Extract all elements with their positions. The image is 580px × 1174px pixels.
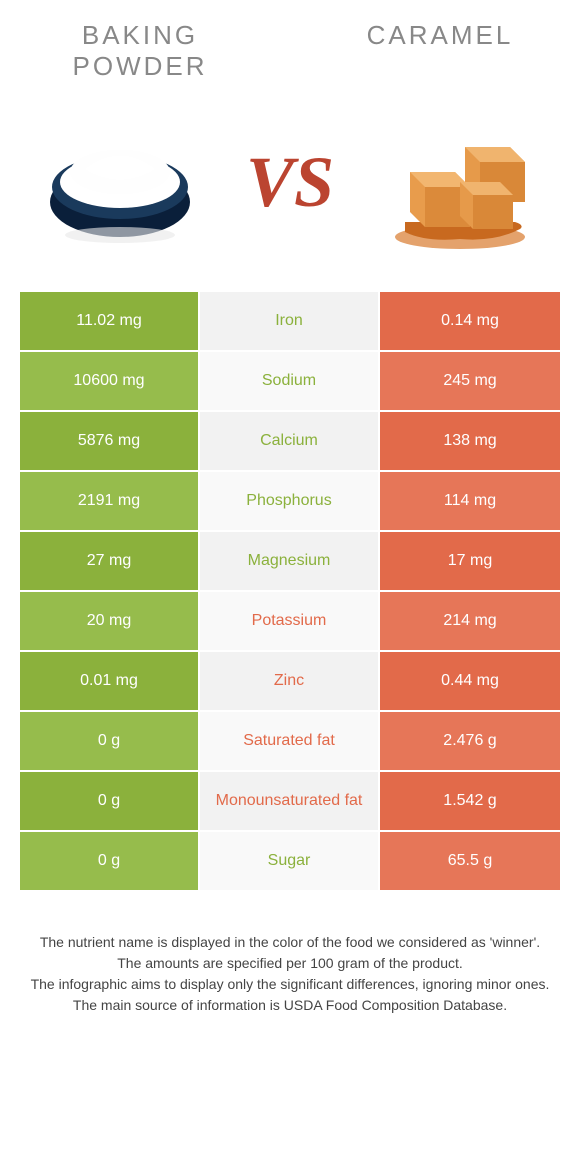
- vs-label: VS: [246, 141, 334, 224]
- footnote-line: The amounts are specified per 100 gram o…: [30, 953, 550, 974]
- right-value: 17 mg: [380, 532, 560, 592]
- caramel-icon: [370, 102, 550, 262]
- table-row: 0 gMonounsaturated fat1.542 g: [20, 772, 560, 832]
- left-value: 2191 mg: [20, 472, 200, 532]
- table-row: 11.02 mgIron0.14 mg: [20, 292, 560, 352]
- table-row: 0 gSugar65.5 g: [20, 832, 560, 892]
- left-value: 0 g: [20, 832, 200, 892]
- table-row: 0.01 mgZinc0.44 mg: [20, 652, 560, 712]
- food-left-title: BAKING POWDER: [40, 20, 240, 82]
- nutrient-name: Calcium: [200, 412, 380, 472]
- footnote-line: The nutrient name is displayed in the co…: [30, 932, 550, 953]
- nutrient-name: Zinc: [200, 652, 380, 712]
- nutrient-name: Magnesium: [200, 532, 380, 592]
- header: BAKING POWDER CARAMEL: [0, 0, 580, 92]
- right-value: 1.542 g: [380, 772, 560, 832]
- right-value: 0.44 mg: [380, 652, 560, 712]
- nutrient-name: Saturated fat: [200, 712, 380, 772]
- left-value: 0 g: [20, 712, 200, 772]
- nutrient-table: 11.02 mgIron0.14 mg10600 mgSodium245 mg5…: [20, 292, 560, 892]
- nutrient-name: Sodium: [200, 352, 380, 412]
- left-value: 0.01 mg: [20, 652, 200, 712]
- nutrient-name: Iron: [200, 292, 380, 352]
- footnote-line: The main source of information is USDA F…: [30, 995, 550, 1016]
- right-value: 214 mg: [380, 592, 560, 652]
- left-value: 20 mg: [20, 592, 200, 652]
- table-row: 20 mgPotassium214 mg: [20, 592, 560, 652]
- table-row: 27 mgMagnesium17 mg: [20, 532, 560, 592]
- right-value: 138 mg: [380, 412, 560, 472]
- left-value: 11.02 mg: [20, 292, 200, 352]
- nutrient-name: Monounsaturated fat: [200, 772, 380, 832]
- right-value: 0.14 mg: [380, 292, 560, 352]
- nutrient-name: Phosphorus: [200, 472, 380, 532]
- table-row: 10600 mgSodium245 mg: [20, 352, 560, 412]
- table-row: 5876 mgCalcium138 mg: [20, 412, 560, 472]
- left-value: 5876 mg: [20, 412, 200, 472]
- left-value: 27 mg: [20, 532, 200, 592]
- right-value: 2.476 g: [380, 712, 560, 772]
- nutrient-name: Sugar: [200, 832, 380, 892]
- nutrient-name: Potassium: [200, 592, 380, 652]
- right-value: 245 mg: [380, 352, 560, 412]
- food-right-title: CARAMEL: [340, 20, 540, 51]
- table-row: 0 gSaturated fat2.476 g: [20, 712, 560, 772]
- table-row: 2191 mgPhosphorus114 mg: [20, 472, 560, 532]
- baking-powder-icon: [30, 102, 210, 262]
- left-value: 0 g: [20, 772, 200, 832]
- left-value: 10600 mg: [20, 352, 200, 412]
- images-row: VS: [0, 92, 580, 292]
- footnotes: The nutrient name is displayed in the co…: [0, 892, 580, 1036]
- right-value: 65.5 g: [380, 832, 560, 892]
- footnote-line: The infographic aims to display only the…: [30, 974, 550, 995]
- right-value: 114 mg: [380, 472, 560, 532]
